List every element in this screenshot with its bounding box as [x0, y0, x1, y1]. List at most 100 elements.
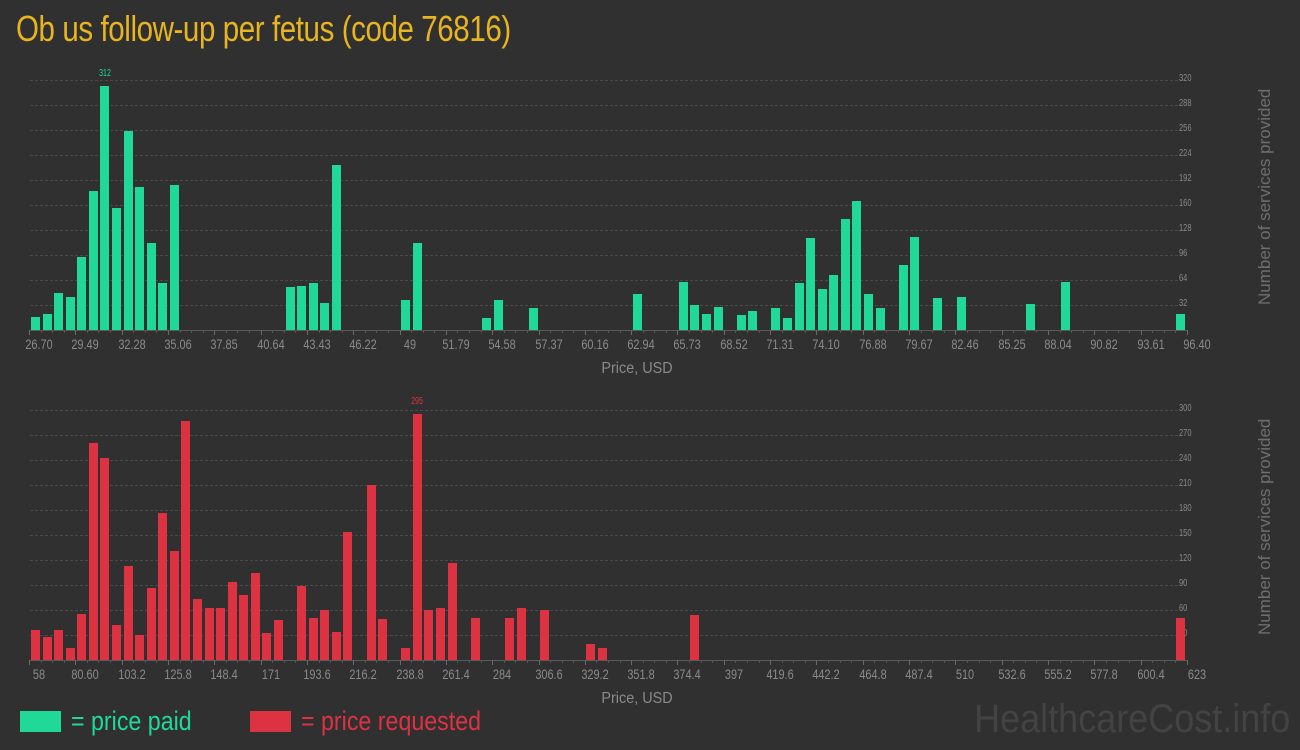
x-minor-tick [341, 330, 343, 333]
x-tick-mark [909, 660, 911, 665]
gridline [30, 80, 1178, 81]
x-minor-tick [422, 660, 424, 663]
x-tick-label: 532.6 [998, 666, 1026, 682]
histogram-bar [216, 608, 226, 660]
histogram-bar [783, 318, 793, 330]
x-tick-label: 487.4 [905, 666, 933, 682]
histogram-bar [401, 647, 411, 660]
histogram-bar [158, 513, 168, 660]
histogram-bar [169, 550, 179, 660]
x-minor-tick [1082, 660, 1084, 663]
x-tick-label: 419.6 [766, 666, 794, 682]
x-tick-mark [862, 660, 864, 665]
x-minor-tick [272, 330, 274, 333]
histogram-bar [297, 286, 307, 330]
x-tick-mark [75, 330, 77, 335]
x-minor-tick [179, 660, 181, 663]
x-tick-label: 442.2 [812, 666, 841, 682]
histogram-bar [540, 610, 550, 660]
x-minor-tick [434, 330, 436, 333]
x-minor-tick [561, 660, 563, 663]
x-tick-mark [167, 660, 169, 665]
gridline [30, 510, 1178, 511]
histogram-bar [470, 618, 480, 660]
x-minor-tick [746, 660, 748, 663]
x-minor-tick [503, 330, 505, 333]
x-tick-label: 51.79 [442, 336, 470, 352]
x-minor-tick [1071, 660, 1073, 663]
histogram-bar [158, 283, 168, 330]
histogram-bar [111, 208, 121, 330]
x-minor-tick [596, 330, 598, 333]
x-minor-tick [804, 660, 806, 663]
gridline [30, 485, 1178, 486]
x-tick-mark [584, 330, 586, 335]
histogram-bar [181, 420, 191, 660]
gridline [30, 180, 1178, 181]
x-minor-tick [86, 660, 88, 663]
x-tick-mark [353, 660, 355, 665]
gridline [30, 610, 1178, 611]
x-minor-tick [179, 330, 181, 333]
x-minor-tick [86, 330, 88, 333]
x-minor-tick [665, 330, 667, 333]
x-tick-mark [723, 660, 725, 665]
y-axis-title: Number of services provided [1255, 418, 1274, 635]
x-minor-tick [469, 330, 471, 333]
y-tick-label: 210 [1179, 478, 1192, 489]
x-minor-tick [411, 660, 413, 663]
watermark: HealthcareCost.info [973, 697, 1290, 741]
x-minor-tick [712, 330, 714, 333]
histogram-bar [31, 630, 40, 660]
x-tick-label: 96.40 [1183, 336, 1211, 352]
histogram-bar [736, 315, 746, 330]
gridline [30, 230, 1178, 231]
x-tick-mark [538, 660, 540, 665]
x-minor-tick [1105, 660, 1107, 663]
histogram-bar [864, 294, 874, 330]
gridline [30, 560, 1178, 561]
y-tick-label: 240 [1179, 453, 1192, 464]
x-minor-tick [793, 660, 795, 663]
x-tick-mark [816, 330, 818, 335]
x-minor-tick [943, 330, 945, 333]
x-minor-tick [619, 330, 621, 333]
x-minor-tick [434, 660, 436, 663]
x-minor-tick [561, 330, 563, 333]
histogram-bar [829, 275, 839, 330]
y-tick-label: 90 [1179, 578, 1188, 589]
x-tick-mark [121, 330, 123, 335]
x-tick-mark [1048, 330, 1050, 335]
x-tick-label: 397 [724, 666, 743, 682]
x-tick-label: 79.67 [905, 336, 933, 352]
x-tick-mark [121, 660, 123, 665]
histogram-bar [956, 297, 966, 330]
histogram-bar [54, 630, 64, 660]
x-tick-label: 62.94 [627, 336, 655, 352]
legend-requested: = price requested [250, 706, 510, 737]
histogram-bar [852, 201, 862, 330]
histogram-bar [146, 242, 156, 330]
x-axis-title: Price, USD [601, 690, 673, 707]
histogram-bar [227, 581, 237, 660]
x-minor-tick [110, 330, 112, 333]
x-minor-tick [225, 660, 227, 663]
histogram-bar [586, 644, 596, 660]
histogram-bar [690, 305, 700, 330]
x-minor-tick [1059, 660, 1061, 663]
x-minor-tick [839, 660, 841, 663]
x-minor-tick [318, 660, 320, 663]
histogram-bar [65, 297, 75, 330]
histogram-bar [100, 86, 110, 330]
histogram-bar [412, 414, 422, 660]
x-tick-mark [399, 330, 401, 335]
histogram-bar [262, 632, 272, 660]
x-tick-mark [353, 330, 355, 335]
x-minor-tick [735, 660, 737, 663]
gridline [30, 410, 1178, 411]
x-tick-mark [306, 330, 308, 335]
x-tick-label: 58 [32, 666, 46, 682]
paid-swatch [20, 711, 61, 732]
x-tick-mark [260, 660, 262, 665]
x-minor-tick [98, 330, 100, 333]
